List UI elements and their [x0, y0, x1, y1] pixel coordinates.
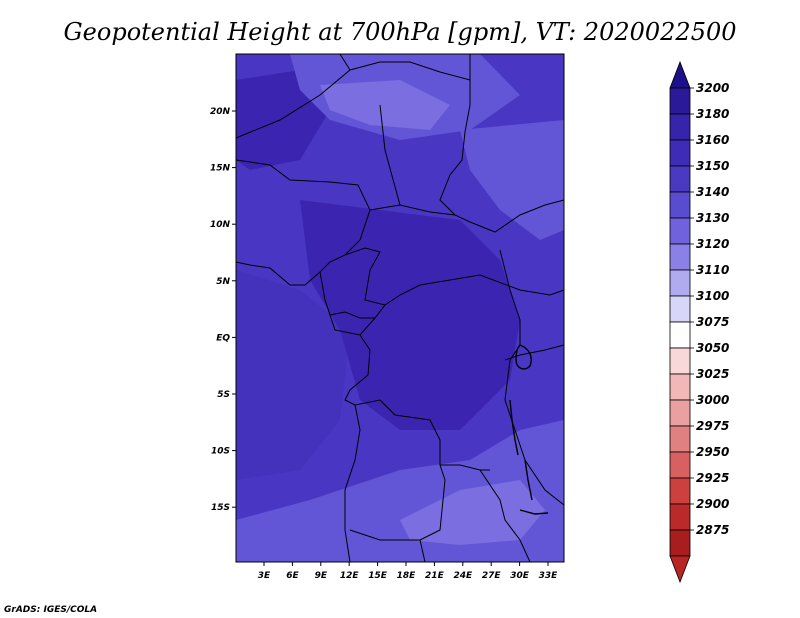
- colorbar-swatch: [669, 165, 691, 193]
- colorbar-swatch: [669, 139, 691, 167]
- field-region-3130: [320, 80, 545, 545]
- colorbar-swatch: [669, 503, 691, 531]
- colorbar-swatch: [669, 243, 691, 271]
- lon-tick-label: 33E: [539, 571, 559, 581]
- colorbar-swatch: [669, 191, 691, 219]
- colorbar: 3200 3180 3160 3150 3140 3130 3120 3110 3100 3075…: [669, 60, 729, 584]
- lon-tick-label: 24E: [453, 571, 473, 581]
- lat-tick-label: 5S: [217, 390, 230, 400]
- latitude-ticks: 20N 15N 10N 5N EQ 5S 10S 15S: [210, 107, 236, 513]
- lat-tick-label: 10S: [211, 447, 230, 457]
- lakes: [509, 344, 549, 515]
- lat-tick-label: 5N: [216, 277, 230, 287]
- lon-tick-label: 12E: [340, 571, 360, 581]
- colorbar-bottom-arrow: [669, 555, 691, 584]
- lon-tick-label: 27E: [482, 571, 502, 581]
- lon-tick-label: 3E: [258, 571, 271, 581]
- colorbar-label: 3100: [696, 289, 729, 303]
- lat-tick-label: 20N: [210, 107, 231, 117]
- lon-tick-label: 18E: [397, 571, 417, 581]
- colorbar-label: 3120: [696, 237, 729, 251]
- colorbar-swatch: [669, 529, 691, 557]
- colorbar-label: 3140: [696, 185, 729, 199]
- lon-tick-label: 6E: [286, 571, 299, 581]
- lon-tick-label: 15E: [368, 571, 388, 581]
- colorbar-swatch: [669, 87, 691, 115]
- footer-credit: GrADS: IGES/COLA: [4, 605, 97, 615]
- lat-tick-label: EQ: [216, 333, 230, 343]
- map-panel: 3E 6E 9E 12E 15E 18E 21E 24E 27E 30E 33E 20N 15N 10N…: [210, 53, 565, 581]
- colorbar-label: 3160: [696, 133, 729, 147]
- colorbar-swatch: [669, 113, 691, 141]
- lon-tick-label: 30E: [510, 571, 530, 581]
- longitude-ticks: 3E 6E 9E 12E 15E 18E 21E 24E 27E 30E 33E: [258, 562, 558, 581]
- colorbar-swatch: [669, 477, 691, 505]
- field-region-3140: [236, 54, 564, 562]
- lat-tick-label: 15S: [211, 503, 230, 513]
- colorbar-label: 2925: [696, 471, 729, 485]
- colorbar-swatch: [669, 373, 691, 401]
- colorbar-label: 3180: [696, 107, 729, 121]
- colorbar-swatch: [669, 321, 691, 349]
- colorbar-label: 3000: [696, 393, 729, 407]
- colorbar-label: 3050: [696, 341, 729, 355]
- colorbar-label: 3110: [696, 263, 729, 277]
- colorbar-label: 2950: [696, 445, 729, 459]
- colorbar-swatch: [669, 217, 691, 245]
- colorbar-label: 3150: [696, 159, 729, 173]
- colorbar-label: 3025: [696, 367, 729, 381]
- colorbar-swatch: [669, 295, 691, 323]
- colorbar-label: 3130: [696, 211, 729, 225]
- lat-tick-label: 10N: [210, 220, 231, 230]
- field-region-3150: [236, 270, 350, 480]
- colorbar-label: 2875: [696, 523, 729, 537]
- colorbar-label: 3200: [696, 81, 729, 95]
- colorbar-top-arrow: [669, 60, 691, 89]
- colorbar-label: 3075: [696, 315, 729, 329]
- colorbar-swatch: [669, 269, 691, 297]
- lon-tick-label: 9E: [315, 571, 328, 581]
- field-region-3160: [236, 70, 520, 430]
- chart-title: Geopotential Height at 700hPa [gpm], VT:…: [64, 18, 737, 46]
- lon-tick-label: 21E: [425, 571, 445, 581]
- colorbar-swatch: [669, 451, 691, 479]
- map-frame: [235, 53, 565, 563]
- colorbar-swatch: [669, 425, 691, 453]
- colorbar-label: 2975: [696, 419, 729, 433]
- colorbar-swatch: [669, 399, 691, 427]
- lat-tick-label: 15N: [210, 164, 231, 174]
- colorbar-label: 2900: [696, 497, 729, 511]
- country-borders: [235, 53, 565, 563]
- colorbar-swatch: [669, 347, 691, 375]
